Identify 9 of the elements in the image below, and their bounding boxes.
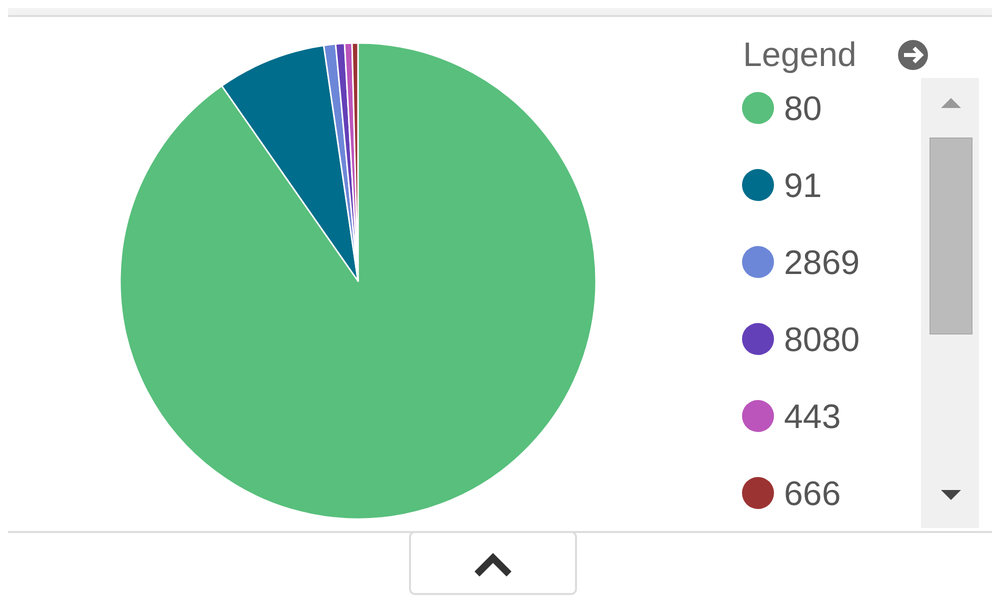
legend-label: 666 (784, 475, 841, 513)
legend-label: 91 (784, 167, 822, 205)
legend-label: 443 (784, 398, 841, 436)
legend-label: 2869 (784, 244, 860, 282)
pie-slice (221, 44, 359, 282)
legend-label: 8080 (784, 321, 860, 359)
legend-title: Legend (743, 36, 856, 74)
pie-slice (120, 42, 597, 520)
legend-label: 80 (784, 90, 822, 128)
